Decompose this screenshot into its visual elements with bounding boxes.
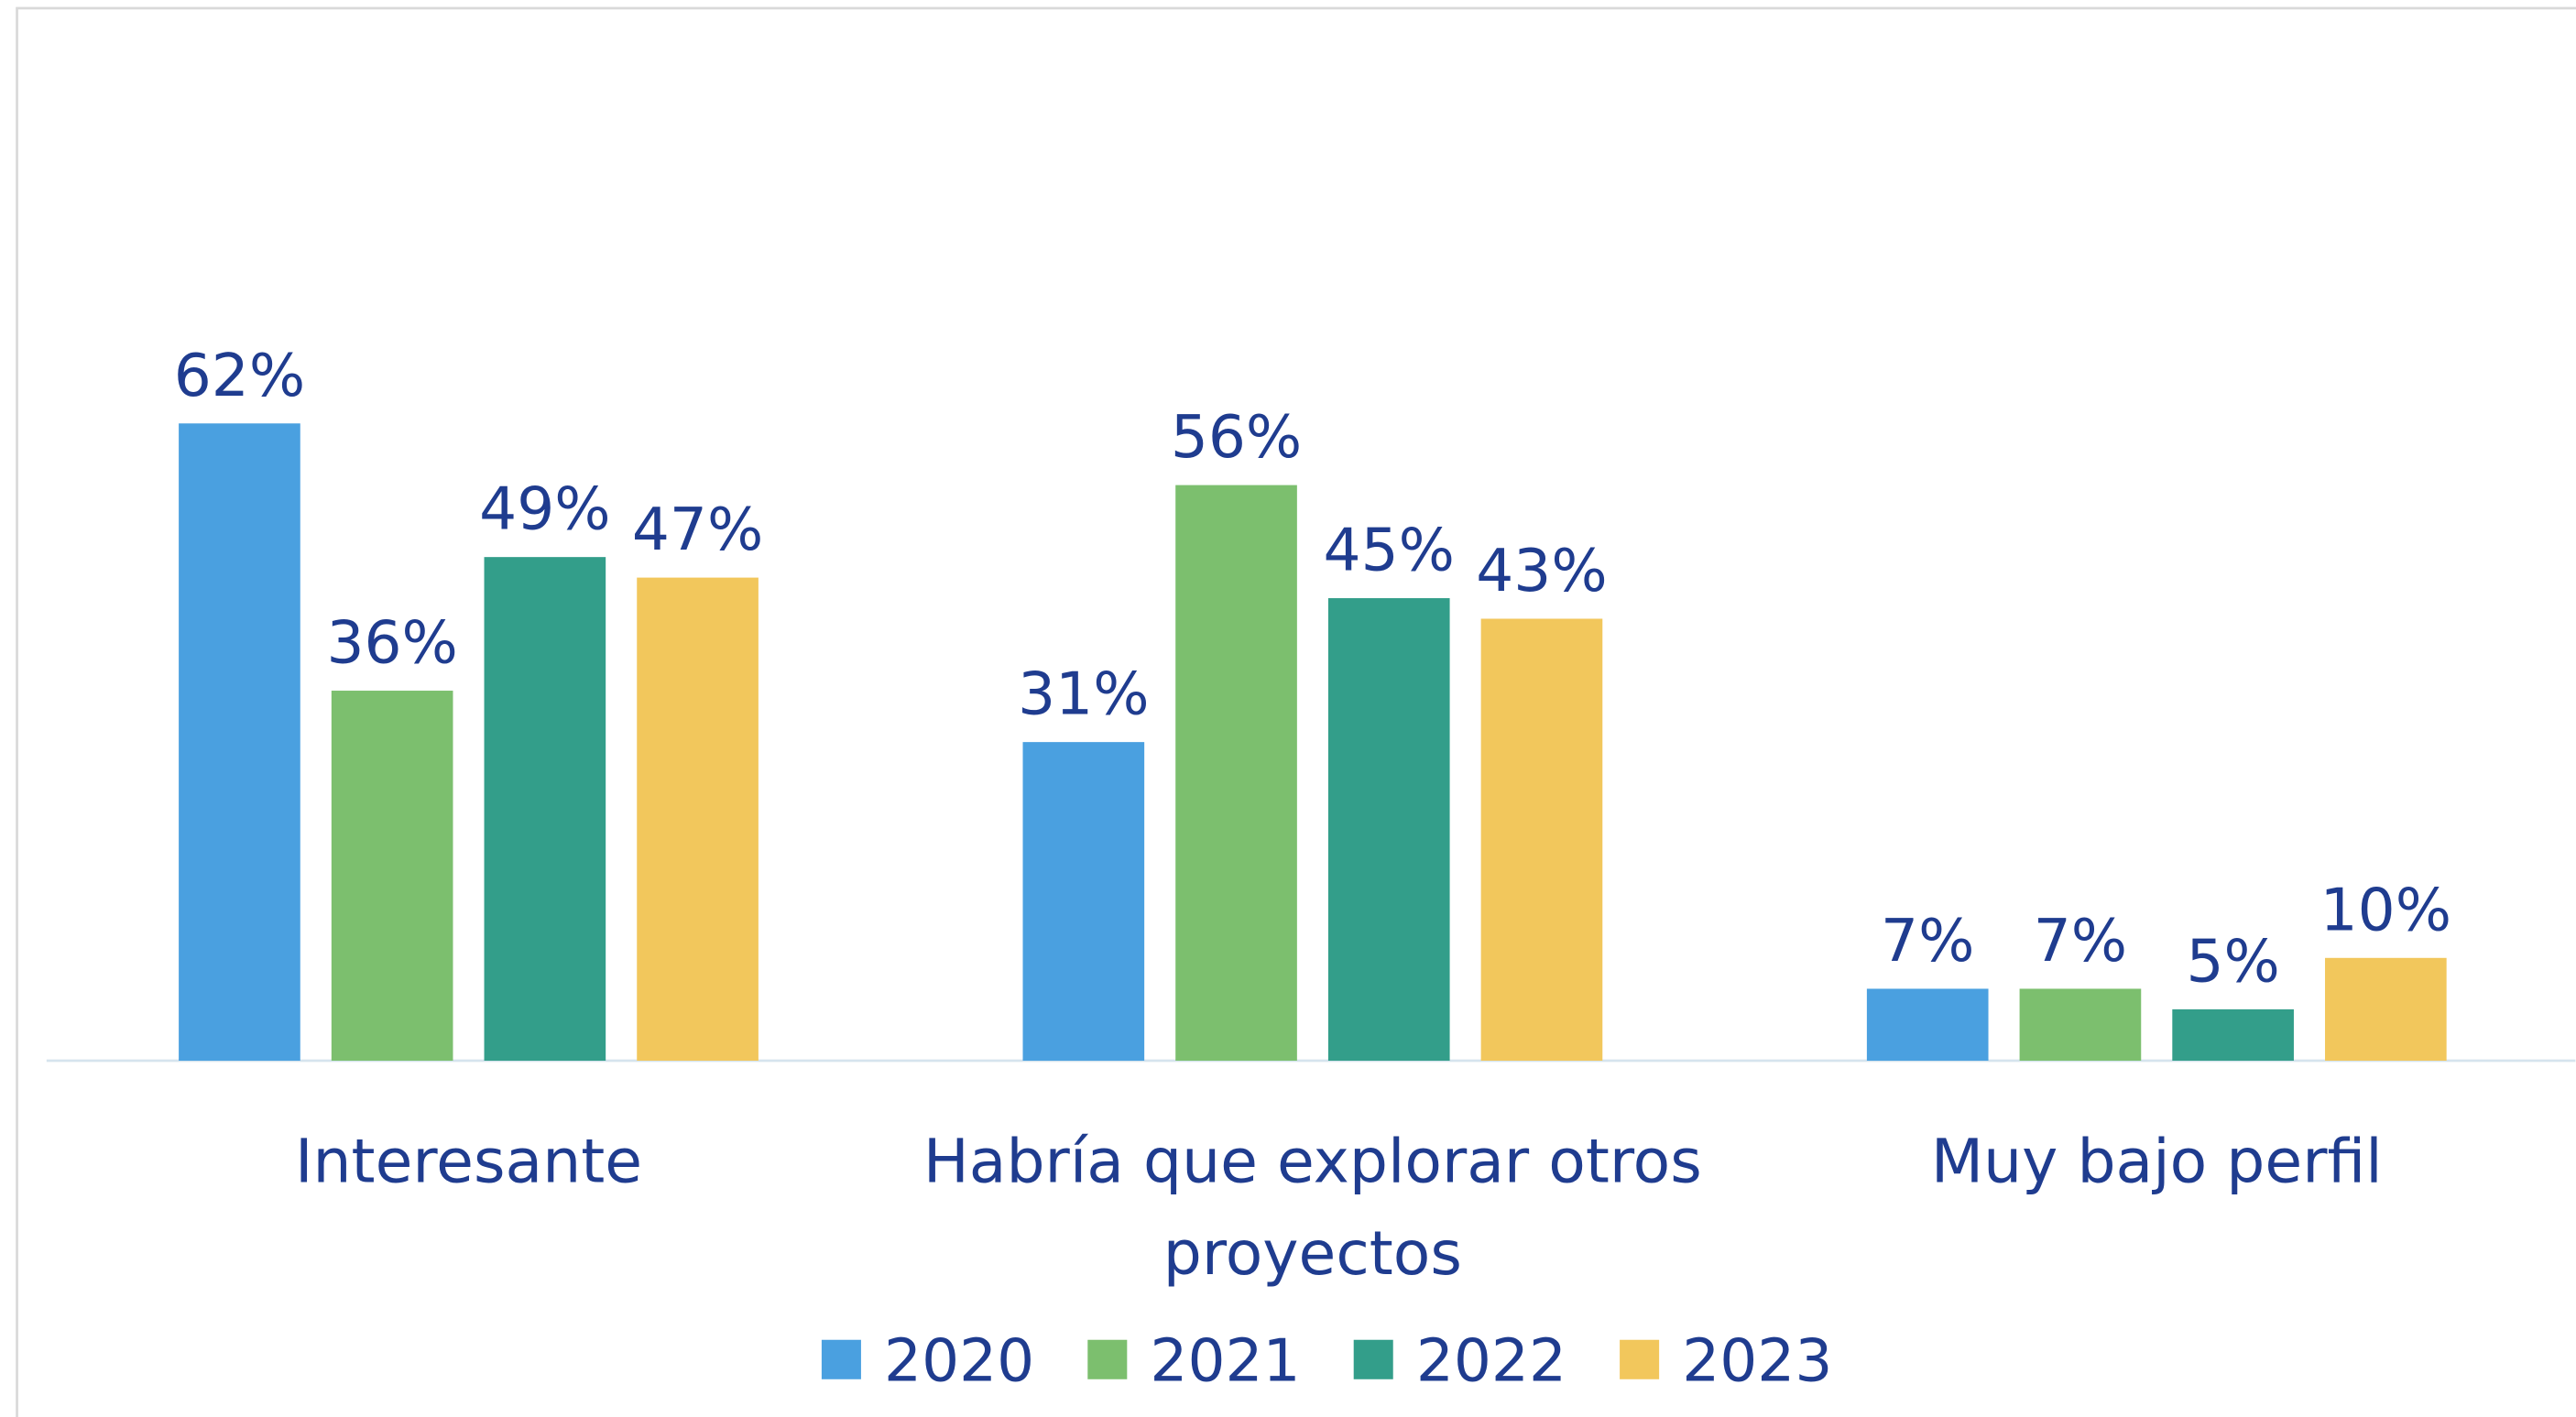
data-label: 5% <box>2186 927 2279 996</box>
legend-swatch <box>1353 1339 1393 1379</box>
x-tick-label-box: Muy bajo perfil <box>1930 1126 2383 1197</box>
bar <box>179 423 300 1062</box>
legend-swatch <box>1620 1339 1660 1379</box>
data-label: 49% <box>479 475 610 544</box>
bar <box>2325 957 2447 1062</box>
chart-frame <box>16 6 2576 1417</box>
legend-label: 2023 <box>1682 1327 1832 1396</box>
legend-label: 2021 <box>1150 1327 1300 1396</box>
x-tick-label-box: Interesante <box>294 1126 643 1197</box>
bar <box>1022 742 1145 1062</box>
bar <box>637 577 759 1062</box>
data-label: 47% <box>632 496 763 564</box>
legend-label: 2022 <box>1416 1327 1566 1396</box>
bar <box>1866 988 1989 1062</box>
bar <box>1327 598 1450 1062</box>
x-tick-label: Muy bajo perfil <box>1930 1126 2383 1197</box>
legend-swatch <box>1087 1339 1128 1379</box>
bar <box>1480 618 1603 1062</box>
data-label: 31% <box>1018 660 1149 729</box>
bar <box>2172 1008 2294 1062</box>
data-label: 7% <box>1881 907 1974 976</box>
x-tick-label: Habría que explorar otros proyectos <box>922 1126 1702 1290</box>
data-label: 62% <box>174 342 305 410</box>
x-tick-label: Interesante <box>294 1126 643 1197</box>
data-label: 56% <box>1171 403 1302 472</box>
bar <box>331 691 453 1062</box>
data-label: 45% <box>1324 517 1455 585</box>
data-label: 36% <box>326 609 457 678</box>
data-label: 43% <box>1476 537 1607 605</box>
bar <box>2019 988 2142 1062</box>
data-label: 7% <box>2034 907 2127 976</box>
x-tick-label-box: Habría que explorar otros proyectos <box>922 1126 1702 1290</box>
legend-label: 2020 <box>884 1327 1034 1396</box>
data-label: 10% <box>2320 876 2451 944</box>
bar <box>1175 485 1297 1062</box>
legend-swatch <box>821 1339 861 1379</box>
bar <box>484 557 606 1062</box>
